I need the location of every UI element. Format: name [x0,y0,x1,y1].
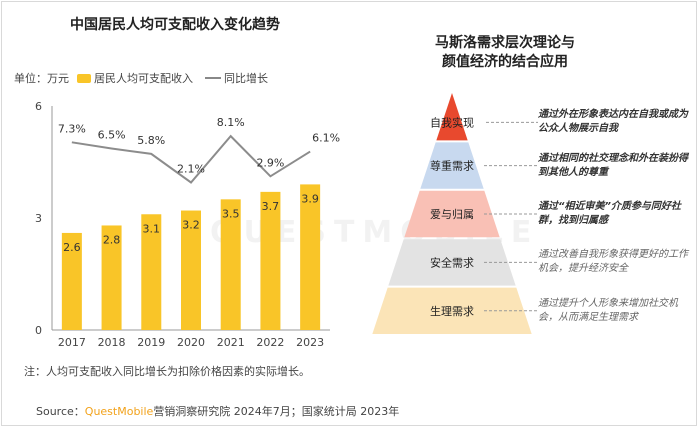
x-tick-label-2018: 2018 [98,336,126,349]
income-chart: 0 3 6 2.6 2017 2.8 2018 3.1 2019 3.2 2020 3.5 2021 3.… [35,100,340,349]
pyramid-level-3 [404,190,500,238]
growth-label-2021: 8.1% [217,116,245,129]
growth-label-2019: 5.8% [137,134,165,147]
growth-label-2018: 6.5% [98,128,126,141]
source-text: 营销洞察研究院 2024年7月；国家统计局 2023年 [153,405,400,418]
bar-label-2019: 3.1 [143,222,161,235]
bar-label-2018: 2.8 [103,233,121,246]
legend-bar-label: 居民人均可支配收入 [94,72,193,85]
chart-legend: 单位：万元 居民人均可支配收入 同比增长 [14,70,268,86]
pyramid-level-1 [436,93,468,141]
right-title-line1: 马斯洛需求层次理论与 [435,35,575,51]
source-prefix: Source： [36,405,85,418]
bar-label-2022: 3.7 [262,200,280,213]
legend-line-label: 同比增长 [224,72,268,85]
bar-label-2020: 3.2 [182,219,200,232]
bar-2021 [220,199,241,330]
pyramid-level-label-2: 尊重需求 [430,159,474,173]
growth-label-2022: 2.9% [256,156,284,169]
pyramid-desc-1: 通过外在形象表达内在自我或成为公众人物展示自我 [538,109,688,135]
pyramid-level-label-1: 自我实现 [430,115,474,129]
bar-2018 [101,225,122,330]
legend-line-swatch [205,77,221,79]
bar-2020 [181,210,201,330]
x-tick-label-2020: 2020 [177,336,205,349]
y-tick-label: 0 [35,324,42,337]
x-tick-label-2019: 2019 [137,336,165,349]
growth-label-2017: 7.3% [58,122,86,135]
pyramid-desc-3: 通过“相近审美”介质参与同好社群，找到归属感 [538,201,681,226]
pyramid-level-4 [388,239,516,286]
pyramid-level-2 [420,142,484,189]
x-tick-label-2017: 2017 [58,336,86,349]
chart-note: 注：人均可支配收入同比增长为扣除价格因素的实际增长。 [24,365,310,378]
bar-label-2017: 2.6 [63,241,81,254]
bar-2023 [300,184,321,330]
bar-label-2021: 3.5 [222,207,240,220]
right-diagram-title: 马斯洛需求层次理论与 颜值经济的结合应用 [390,34,620,72]
y-tick-label: 6 [35,100,42,113]
bar-label-2023: 3.9 [301,192,319,205]
growth-label-2023: 6.1% [312,132,340,145]
growth-line [71,134,311,184]
x-tick-label-2023: 2023 [296,336,324,349]
pyramid-desc-2: 通过相同的社交理念和外在装扮得到其他人的尊重 [538,152,688,178]
pyramid-level-5 [372,287,532,334]
growth-label-2020: 2.1% [177,162,205,175]
bar-2022 [260,191,281,330]
bar-2019 [141,214,162,330]
source-line: Source：QuestMobile营销洞察研究院 2024年7月；国家统计局 … [36,403,399,419]
right-title-line2: 颜值经济的结合应用 [442,54,568,70]
x-tick-label-2021: 2021 [217,336,245,349]
pyramid-level-label-3: 爱与归属 [430,207,474,221]
source-brand: QuestMobile [84,405,154,418]
bar-2017 [61,232,82,330]
legend-bar-swatch [77,73,91,83]
pyramid-desc-5: 通过提升个人形象来增加社交机会，从而满足生理需求 [538,297,678,323]
y-tick-label: 3 [35,212,42,225]
left-chart-title: 中国居民人均可支配收入变化趋势 [70,17,280,33]
pyramid-level-label-5: 生理需求 [430,304,474,318]
unit-label: 单位：万元 [14,72,69,85]
x-tick-label-2022: 2022 [256,336,284,349]
pyramid-level-label-4: 安全需求 [430,255,474,269]
pyramid-desc-4: 通过改善自我形象获得更好的工作机会，提升经济安全 [538,249,688,275]
